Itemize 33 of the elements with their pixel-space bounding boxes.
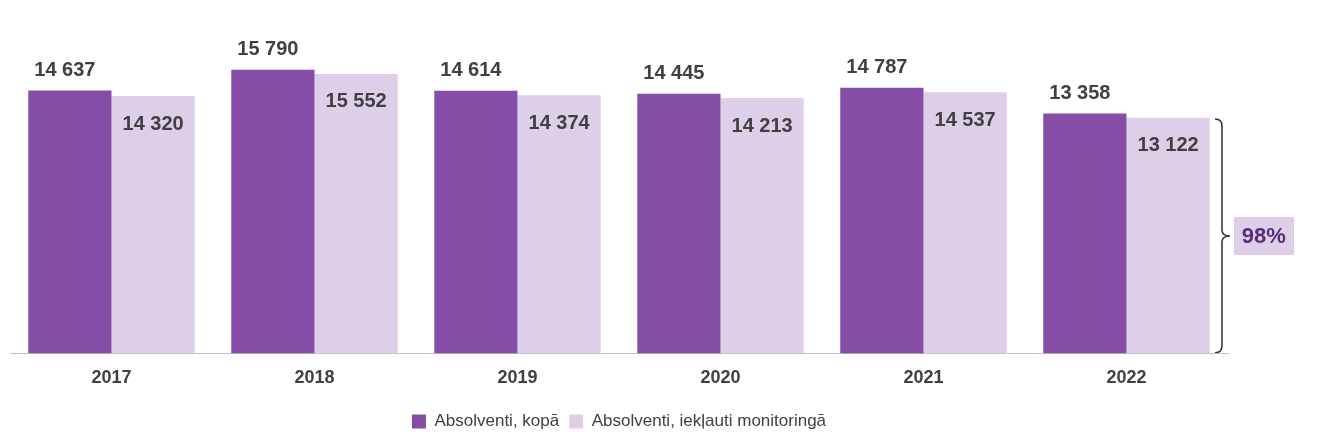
bar bbox=[840, 87, 924, 354]
x-tick-label: 2022 bbox=[1106, 367, 1147, 388]
bar bbox=[231, 69, 315, 354]
data-label: 14 374 bbox=[528, 110, 591, 133]
bar bbox=[434, 90, 518, 354]
data-label: 15 552 bbox=[325, 89, 387, 112]
x-tick-label: 2018 bbox=[294, 367, 335, 388]
bar bbox=[923, 92, 1007, 354]
data-label: 14 320 bbox=[122, 111, 184, 134]
legend-label: Absolventi, iekļauti monitoringā bbox=[591, 411, 827, 431]
x-tick-label: 2020 bbox=[700, 367, 741, 388]
x-tick-label: 2021 bbox=[903, 367, 944, 388]
bar bbox=[314, 73, 398, 354]
text: 98% bbox=[1233, 216, 1294, 255]
data-label: 14 637 bbox=[34, 57, 96, 80]
bar bbox=[517, 95, 601, 354]
bar bbox=[1043, 113, 1127, 354]
x-tick-label: 2019 bbox=[497, 367, 538, 388]
data-label: 14 213 bbox=[731, 113, 793, 136]
data-label: 13 122 bbox=[1137, 133, 1199, 156]
legend-label: Absolventi, kopā bbox=[434, 411, 560, 431]
bar bbox=[637, 93, 721, 354]
data-label: 14 445 bbox=[643, 61, 705, 84]
bar bbox=[720, 98, 804, 354]
data-label: 15 790 bbox=[237, 37, 299, 60]
bar bbox=[111, 96, 195, 354]
bar bbox=[28, 90, 112, 354]
data-label: 13 358 bbox=[1049, 80, 1111, 103]
data-label: 14 537 bbox=[934, 107, 996, 130]
data-label: 14 614 bbox=[440, 58, 503, 81]
x-tick-label: 2017 bbox=[91, 367, 132, 388]
data-label: 14 787 bbox=[846, 55, 908, 78]
bar bbox=[1126, 117, 1210, 354]
